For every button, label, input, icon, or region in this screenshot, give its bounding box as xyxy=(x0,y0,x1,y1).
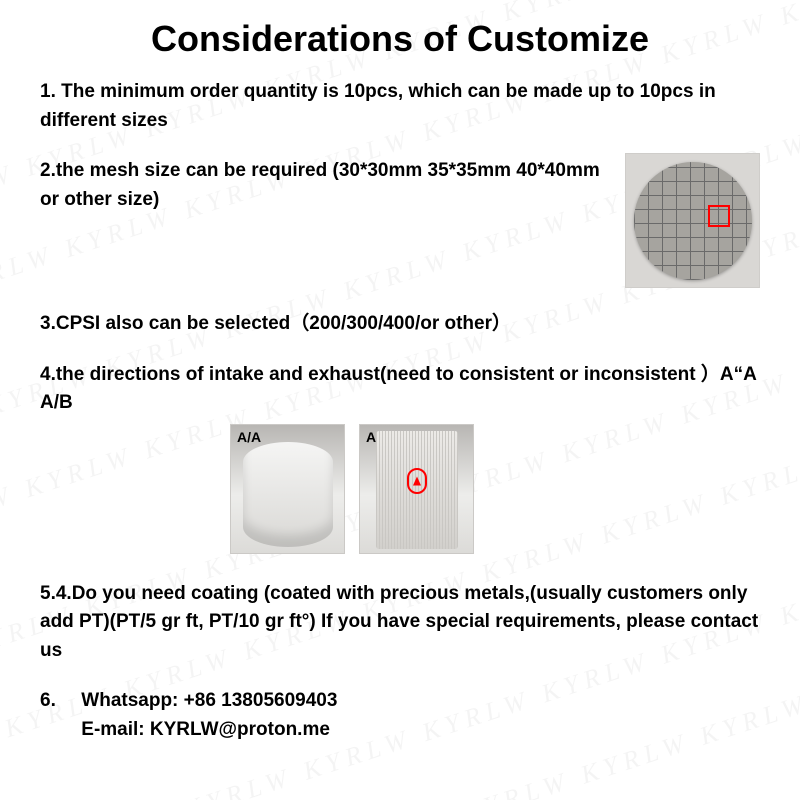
mesh-thumbnail xyxy=(625,153,760,288)
arrow-up-icon xyxy=(407,468,427,494)
list-item-2: 2.the mesh size can be required (30*30mm… xyxy=(40,157,605,214)
mesh-highlight-square xyxy=(708,205,730,227)
list-item-3: 3.CPSI also can be selected（200/300/400/… xyxy=(40,310,760,339)
mesh-disk-icon xyxy=(634,162,752,280)
list-item-6: 6. Whatsapp: +86 13805609403 E-mail: KYR… xyxy=(40,687,760,744)
contact-email: E-mail: KYRLW@proton.me xyxy=(81,719,330,740)
contact-whatsapp: Whatsapp: +86 13805609403 xyxy=(81,690,337,711)
roll-icon xyxy=(243,442,333,547)
page-content: Considerations of Customize 1. The minim… xyxy=(0,0,800,744)
list-index-6: 6. xyxy=(40,687,76,716)
direction-tiles: A/A A/B xyxy=(230,424,760,554)
list-item-4: 4.the directions of intake and exhaust(n… xyxy=(40,361,760,418)
list-item-5: 5.4.Do you need coating (coated with pre… xyxy=(40,580,760,666)
list-item-1: 1. The minimum order quantity is 10pcs, … xyxy=(40,78,760,135)
tile-aa-label: A/A xyxy=(237,429,261,445)
list-item-2-row: 2.the mesh size can be required (30*30mm… xyxy=(40,157,760,288)
tile-ab: A/B xyxy=(359,424,474,554)
tile-aa: A/A xyxy=(230,424,345,554)
page-title: Considerations of Customize xyxy=(40,18,760,60)
